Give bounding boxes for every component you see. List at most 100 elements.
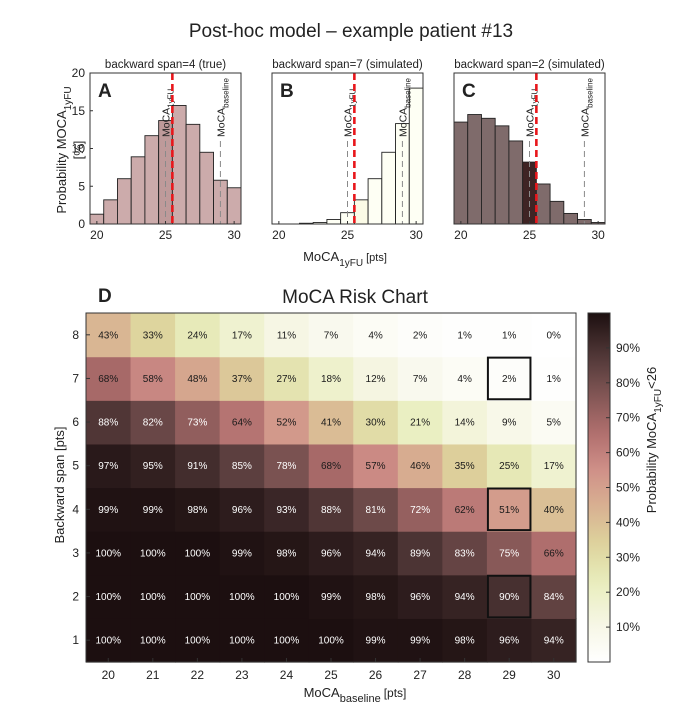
heatmap-cell-label: 62% [455,505,475,516]
heatmap-cell-label: 73% [187,418,207,429]
x-tick-label: 27 [413,668,427,682]
heatmap-cell-label: 1% [547,374,562,385]
heatmap-cell [486,618,533,663]
heatmap-cell [175,356,221,401]
highlighted-cell-box [486,574,532,619]
heatmap-cell-label: 40% [544,505,564,516]
heatmap-cell-label: 43% [98,330,118,341]
heatmap-cell [442,443,488,489]
colorbar-tick-label: 60% [616,446,640,460]
heatmap-cell [219,313,265,358]
heatmap-cell [397,618,443,663]
heatmap-cell [264,618,310,663]
heatmap-cell-label: 98% [455,636,475,647]
heatmap-cell [353,487,399,532]
heatmap-cell-label: 99% [143,505,163,516]
heatmap-cell [308,313,354,358]
heatmap-cell-label: 51% [499,505,519,516]
x-tick-label: 30 [409,228,423,242]
heatmap-cell [130,618,176,663]
heatmap-cell-label: 88% [98,418,118,429]
heatmap-cell-label: 100% [95,592,121,603]
heatmap-cell-label: 7% [413,374,428,385]
heatmap-cell-label: 99% [321,592,341,603]
heatmap-cell [308,356,354,401]
heatmap-cell-label: 11% [277,330,296,341]
heatmap-cell [264,443,310,489]
heatmap-cell [86,574,132,619]
heatmap-cell [531,574,577,619]
heatmap-cell [175,531,221,576]
histogram-bar [494,125,510,225]
heatmap-cell [531,531,577,576]
histogram-bar [535,183,551,225]
moca-baseline-marker-label: MoCAbaseline [215,77,230,137]
x-tick-label: 22 [191,668,205,682]
heatmap-cell-label: 94% [544,636,564,647]
heatmap-cell [86,487,132,532]
heatmap-cell-label: 90% [499,592,519,603]
heatmap-cell-label: 4% [457,374,472,385]
x-tick-label: 26 [369,668,383,682]
risk-chart-xlabel: MoCAbaseline [pts] [304,685,407,705]
heatmap-cell-label: 78% [276,461,296,472]
heatmap-cell [486,400,533,445]
heatmap-cell [219,356,265,401]
heatmap-cell [86,531,132,576]
colorbar-tick-label: 50% [616,481,640,495]
heatmap-cell [531,313,577,358]
heatmap-cell-label: 88% [321,505,341,516]
heatmap-cell [442,313,488,358]
histogram-bar [367,178,383,225]
heatmap-cell-label: 82% [143,418,163,429]
heatmap-cell-label: 83% [455,548,475,559]
heatmap-cell-label: 58% [143,374,163,385]
heatmap-cell [308,618,354,663]
panel-a-histogram: MoCA1yFU MoCAbaseline 20 25 30 0 5 10 15 20 backwa… [72,59,242,242]
heatmap-cell-label: 100% [185,636,211,647]
heatmap-cell [86,313,132,358]
heatmap-cell [86,356,132,401]
x-tick-label: 21 [146,668,160,682]
risk-chart-ylabel: Backward span [pts] [52,426,67,543]
heatmap-cell [486,531,533,576]
panel-letter: B [280,81,294,102]
heatmap-cell [219,400,265,445]
histogram-bar [381,151,396,225]
heatmap-cell [130,443,176,489]
y-tick-label: 0 [78,217,85,231]
heatmap-cell-label: 33% [143,330,163,341]
heatmap-cell-label: 100% [229,636,255,647]
heatmap-cell-label: 37% [232,374,252,385]
colorbar: 10% 20% 30% 40% 50% 60% 70% 80% 90% [587,312,640,663]
heatmap-cell-label: 17% [544,461,564,472]
x-tick-label: 30 [591,228,605,242]
heatmap-cell [219,574,265,619]
histogram-bar [199,151,214,225]
y-tick-label: 6 [72,415,79,429]
heatmap-cell [531,400,577,445]
heatmap-cell [353,531,399,576]
y-tick-label: 4 [72,502,79,516]
heatmap-cell [130,574,176,619]
heatmap-cell-label: 41% [321,418,341,429]
heatmap-cell-label: 97% [98,461,118,472]
heatmap-cell [308,487,354,532]
panel-b-histogram: MoCA1yFU MoCAbaseline 20 25 30 backward span=… [271,59,424,242]
colorbar-tick-label: 40% [616,515,640,529]
heatmap-cell-label: 100% [140,636,166,647]
heatmap-cell [486,443,533,489]
heatmap-cell-label: 100% [140,592,166,603]
heatmap-cell-label: 81% [366,505,386,516]
heatmap-cell [353,400,399,445]
colorbar-tick-label: 30% [616,550,640,564]
histogram-title: backward span=2 (simulated) [454,59,605,71]
histogram-bar [130,156,146,225]
heatmap-cell-label: 100% [95,636,121,647]
heatmap-cell [264,313,310,358]
heatmap-cell [486,487,533,532]
histogram-bar [226,187,242,225]
panel-d-risk-chart: 100% 100% 100% 100% 100% 100% 99% 99% 98% 96% 94% 1… [72,312,577,682]
heatmap-cell [219,618,265,663]
